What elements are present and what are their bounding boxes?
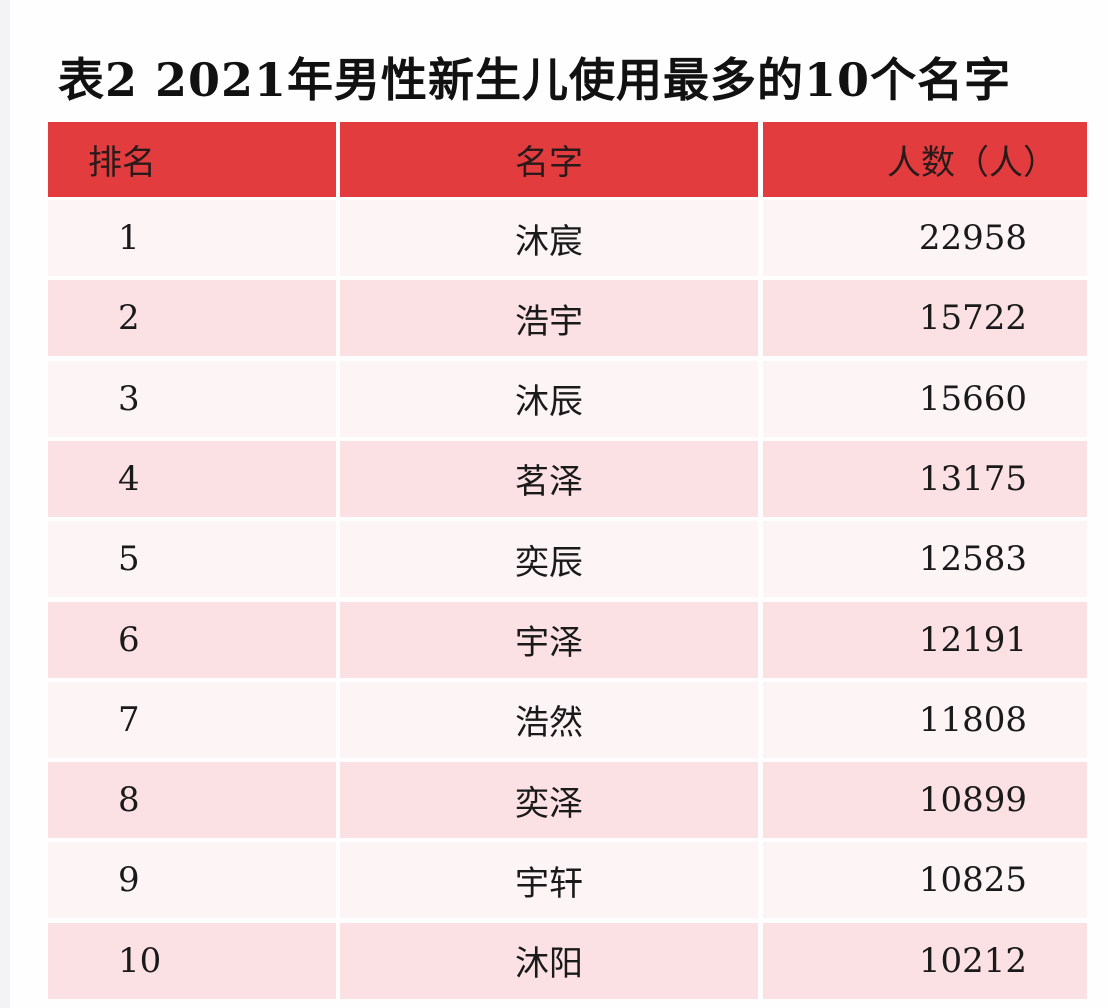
- table-cell: 13175: [763, 440, 1087, 517]
- table-cell: 沐辰: [340, 360, 758, 437]
- table-cell: 10212: [763, 922, 1087, 999]
- table-cell: 8: [48, 762, 336, 839]
- table-cell: 沐阳: [340, 922, 758, 999]
- header-cell: 人数（人）: [763, 122, 1087, 197]
- header-cell: 排名: [48, 122, 336, 197]
- table-cell: 茗泽: [340, 440, 758, 517]
- table-cell: 11808: [763, 681, 1087, 758]
- table-cell: 4: [48, 440, 336, 517]
- table-cell: 5: [48, 521, 336, 598]
- table-cell: 浩宇: [340, 280, 758, 357]
- table-cell: 9: [48, 842, 336, 919]
- table-cell: 6: [48, 601, 336, 678]
- table-cell: 宇泽: [340, 601, 758, 678]
- table-cell: 10: [48, 922, 336, 999]
- table-cell: 1: [48, 200, 336, 276]
- table-title: 表2 2021年男性新生儿使用最多的10个名字: [58, 53, 1012, 107]
- table-cell: 沐宸: [340, 200, 758, 276]
- table-cell: 10825: [763, 842, 1087, 919]
- table-cell: 3: [48, 360, 336, 437]
- table-cell: 15660: [763, 360, 1087, 437]
- table-cell: 浩然: [340, 681, 758, 758]
- table-cell: 12191: [763, 601, 1087, 678]
- table-cell: 22958: [763, 200, 1087, 276]
- table-cell: 12583: [763, 521, 1087, 598]
- table-cell: 奕辰: [340, 521, 758, 598]
- table-cell: 宇轩: [340, 842, 758, 919]
- header-cell: 名字: [340, 122, 758, 197]
- table-cell: 10899: [763, 762, 1087, 839]
- table-cell: 2: [48, 280, 336, 357]
- table-cell: 奕泽: [340, 762, 758, 839]
- table-cell: 7: [48, 681, 336, 758]
- table-cell: 15722: [763, 280, 1087, 357]
